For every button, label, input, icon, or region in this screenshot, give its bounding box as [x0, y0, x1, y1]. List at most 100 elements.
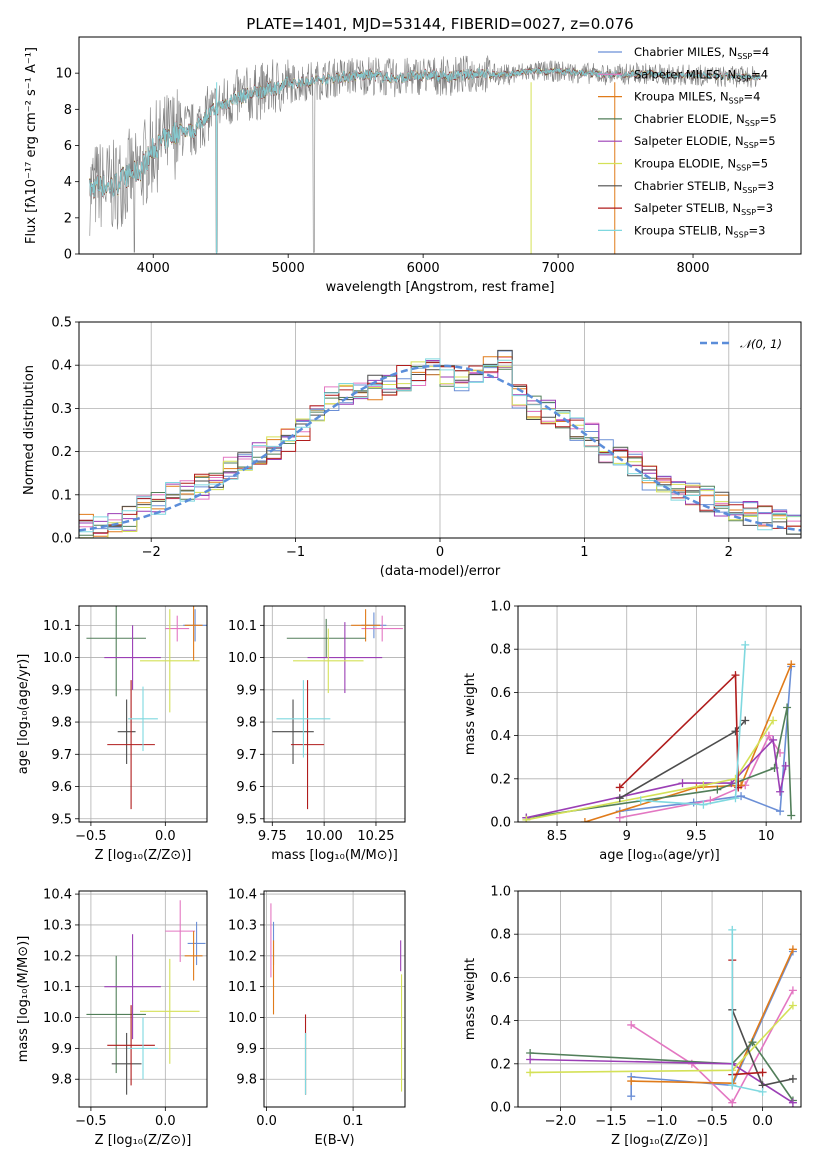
legend-entry: Chabrier ELODIE, NSSP=5	[634, 112, 777, 128]
mass-weight-line	[619, 666, 792, 813]
mass_vs_Z-ytick-label: 10.0	[43, 1011, 72, 1026]
legend-entry-name: Chabrier STELIB, N	[634, 179, 742, 193]
weight_vs_age-ytick-label: 0.2	[490, 772, 511, 787]
mass_vs_ebv-ytick-label: 10.0	[228, 1011, 257, 1026]
histogram-step-line	[79, 361, 801, 538]
weight_vs_age-plot-area	[522, 640, 796, 822]
mass_vs_Z-plot-area	[86, 900, 206, 1095]
legend-entry-name: Kroupa STELIB, N	[634, 223, 734, 237]
legend-entry-name: Salpeter STELIB, N	[634, 201, 741, 215]
mass_vs_Z-frame	[78, 890, 208, 1108]
legend-entry-name: Kroupa MILES, N	[634, 90, 729, 104]
age_vs_mass-ytick-label: 9.8	[236, 716, 257, 731]
mass-weight-marker	[758, 1068, 767, 1077]
spectrum-xtick-label: 5000	[272, 261, 305, 276]
mass_vs_ebv-plot-area	[270, 903, 403, 1095]
weight_vs_Z-panel: −2.0 −1.5 −1.0 −0.5 0.0 0.0 0.2 0.4 0.6 0.8 1.0 Z […	[463, 885, 802, 1148]
residuals-xtick-label: −1	[286, 545, 305, 560]
mass-weight-marker	[615, 813, 624, 822]
legend-entry-suffix: =3	[756, 201, 773, 215]
residuals-ytick-label: 0.0	[51, 532, 72, 547]
legend-entry: 𝒩(0, 1)	[740, 337, 782, 351]
spectrum-xtick-label: 4000	[137, 261, 170, 276]
mass-weight-marker	[764, 731, 773, 740]
legend-entry: Kroupa MILES, NSSP=4	[634, 90, 760, 106]
age_vs_Z-ytick-label: 10.1	[43, 619, 72, 634]
age_vs_mass-ytick-label: 9.9	[236, 683, 257, 698]
mass-weight-marker	[788, 986, 797, 995]
mass-weight-marker	[787, 811, 796, 820]
residuals-plot-area	[79, 349, 801, 538]
spectrum-ytick-label: 2	[64, 211, 72, 226]
age_vs_Z-xtick-label: 0.0	[155, 829, 176, 844]
age_vs_mass-ytick-label: 10.1	[228, 619, 257, 634]
legend-entry-subscript: SSP	[729, 97, 744, 106]
legend-entry-suffix: =4	[752, 45, 769, 59]
weight_vs_Z-xtick-label: −1.0	[646, 1114, 678, 1129]
weight_vs_Z-plot-area	[526, 925, 797, 1107]
mass-weight-marker	[731, 727, 740, 736]
weight_vs_Z-x-axis-label: Z [log₁₀(Z/Z⊙)]	[611, 1133, 708, 1148]
age_vs_mass-panel: 9.75 10.00 10.25 9.5 9.6 9.7 9.8 9.9 10.0 10.1 mas…	[228, 605, 406, 863]
weight_vs_age-xtick-label: 9	[623, 829, 631, 844]
legend-entry-suffix: =4	[744, 90, 761, 104]
spectrum-ytick-label: 6	[64, 139, 72, 154]
mass-weight-marker	[758, 1087, 767, 1096]
weight_vs_age-xtick-label: 10	[758, 829, 775, 844]
mass_vs_Z-ytick-label: 10.4	[43, 888, 72, 903]
mass-weight-marker	[781, 761, 790, 770]
spectrum-xtick-label: 8000	[676, 261, 709, 276]
weight_vs_age-x-axis-label: age [log₁₀(age/yr)]	[599, 848, 720, 863]
spectrum-ytick-label: 0	[64, 248, 72, 263]
mass-weight-marker	[526, 1055, 535, 1064]
mass-weight-marker	[769, 735, 778, 744]
residuals-ytick-label: 0.5	[51, 316, 72, 331]
mass-weight-marker	[788, 1001, 797, 1010]
mass-weight-marker	[627, 1077, 636, 1086]
weight_vs_age-frame	[517, 605, 802, 823]
weight_vs_age-ytick-label: 0.8	[490, 643, 511, 658]
spectrum-ytick-label: 4	[64, 175, 72, 190]
weight_vs_age-xtick-label: 9.5	[686, 829, 707, 844]
weight_vs_age-xtick-label: 8.5	[547, 829, 568, 844]
residuals-y-axis-label: Normed distribution	[22, 365, 37, 495]
mass_vs_ebv-ytick-label: 10.3	[228, 918, 257, 933]
mass-weight-marker	[615, 794, 624, 803]
mass_vs_ebv-ytick-label: 10.1	[228, 980, 257, 995]
mass_vs_Z-ytick-label: 9.8	[51, 1073, 72, 1088]
legend-entry-subscript: SSP	[742, 186, 757, 195]
spectrum-ytick-label: 8	[64, 103, 72, 118]
mass_vs_Z-ytick-label: 10.1	[43, 980, 72, 995]
legend-entry-name: Chabrier ELODIE, N	[634, 112, 745, 126]
legend-entry: Salpeter MILES, NSSP=4	[634, 67, 768, 83]
mass-weight-marker	[787, 660, 796, 669]
legend-entry-subscript: SSP	[736, 164, 751, 173]
age_vs_Z-frame	[78, 605, 208, 823]
mass-weight-marker	[713, 785, 722, 794]
age_vs_Z-ytick-label: 9.5	[51, 812, 72, 827]
mass-weight-marker	[627, 1092, 636, 1101]
age_vs_mass-x-axis-label: mass [log₁₀(M/M⊙)]	[271, 848, 398, 863]
mass_vs_Z-panel: −0.5 0.0 9.8 9.9 10.0 10.1 10.2 10.3 10.4 Z [log₁…	[16, 888, 208, 1148]
legend-entry: Chabrier STELIB, NSSP=3	[634, 179, 774, 195]
legend-entry-name: Chabrier MILES, N	[634, 45, 737, 59]
mass-weight-marker	[699, 800, 708, 809]
mass_vs_ebv-frame	[263, 890, 406, 1108]
mass_vs_Z-ytick-label: 10.3	[43, 918, 72, 933]
mass-weight-marker	[783, 703, 792, 712]
spectrum-y-axis-label: Flux [fλ10⁻¹⁷ erg cm⁻² s⁻¹ A⁻¹]	[24, 47, 39, 244]
legend-entry-suffix: =5	[751, 157, 768, 171]
normal-distribution-curve	[79, 364, 801, 532]
age_vs_Z-ytick-label: 9.9	[51, 683, 72, 698]
mass_vs_ebv-panel: 0.0 0.1 9.8 9.9 10.0 10.1 10.2 10.3 10.4 E(B-V)	[228, 888, 406, 1148]
mass-weight-line	[630, 951, 794, 1097]
age_vs_Z-ytick-label: 9.6	[51, 780, 72, 795]
weight_vs_Z-ytick-label: 1.0	[490, 885, 511, 900]
mass-weight-line	[530, 1040, 794, 1101]
mass_vs_Z-ytick-label: 10.2	[43, 949, 72, 964]
mass-weight-marker	[737, 792, 746, 801]
legend-entry: Salpeter STELIB, NSSP=3	[634, 201, 773, 217]
legend-entry-subscript: SSP	[734, 230, 749, 239]
legend-entry-suffix: =3	[757, 179, 774, 193]
mass-weight-marker	[748, 1038, 757, 1047]
